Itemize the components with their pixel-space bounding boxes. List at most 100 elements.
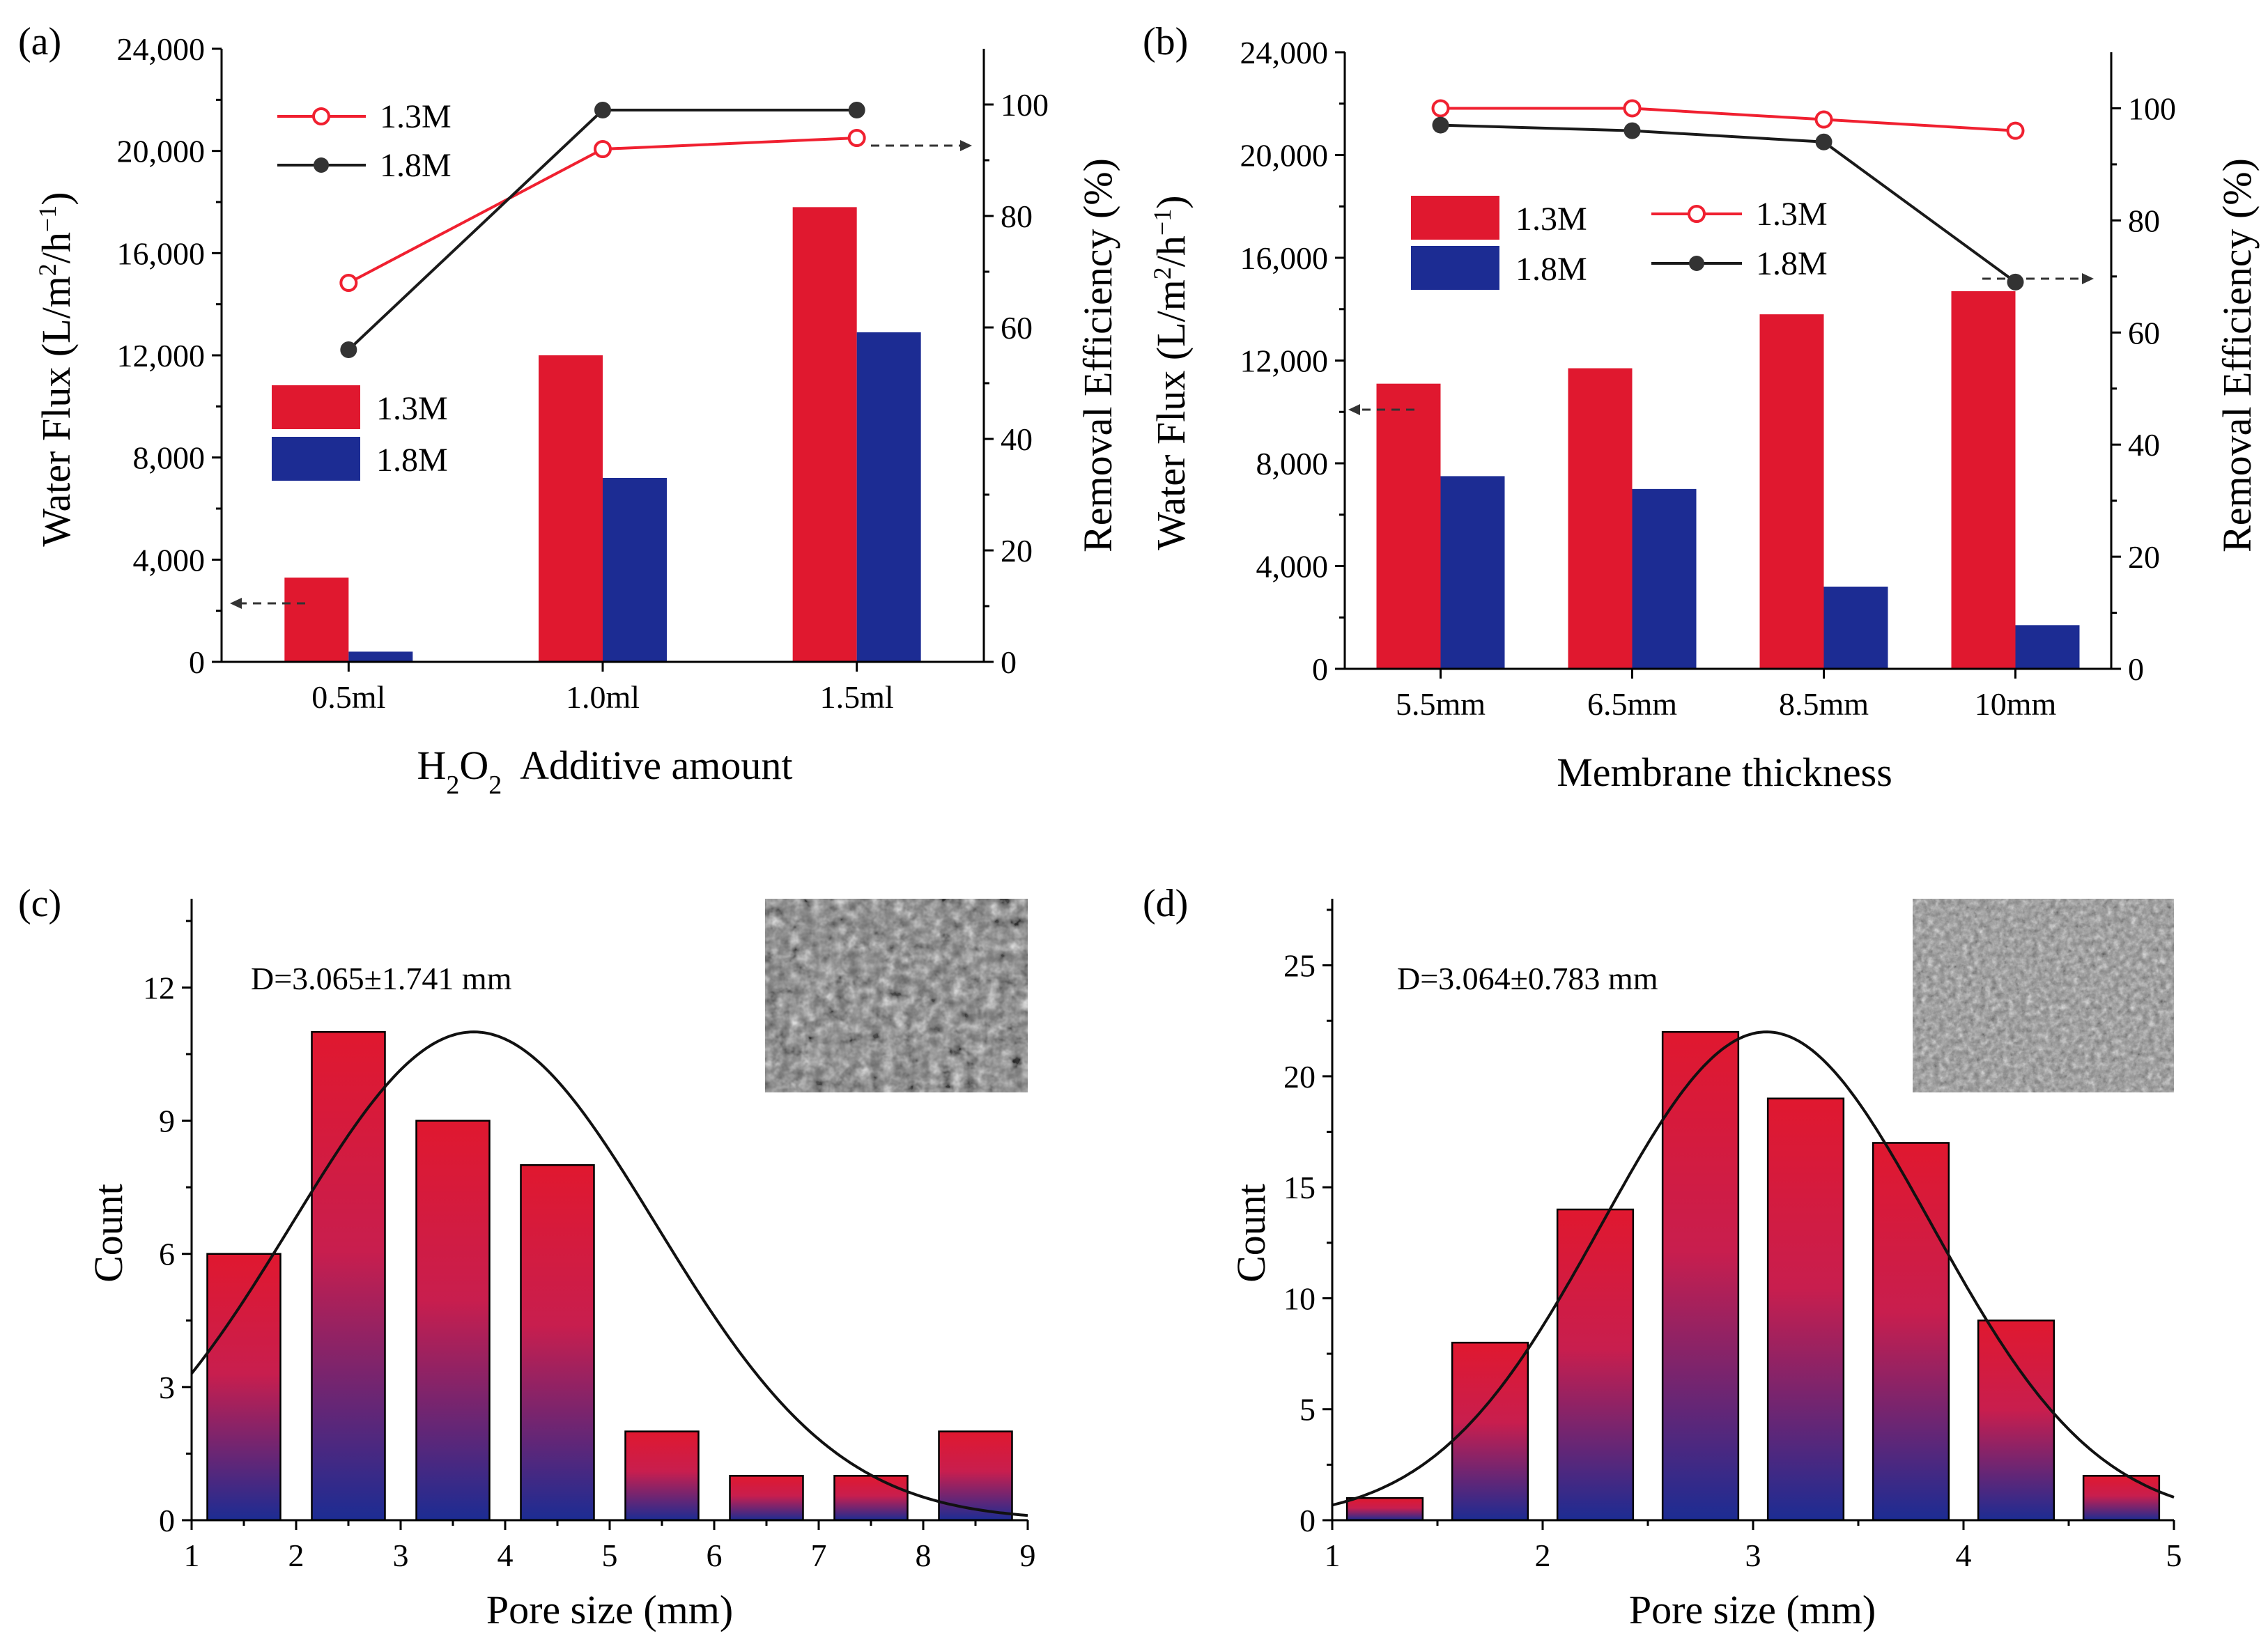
a-y2tick-label-3: 60 bbox=[1001, 310, 1033, 346]
a-bar-13m-2 bbox=[792, 207, 857, 662]
panel-label-b: (b) bbox=[1143, 20, 1188, 63]
b-xlabel: Membrane thickness bbox=[1557, 750, 1892, 795]
b-y2tick-label-5: 100 bbox=[2128, 91, 2176, 126]
a-y2tick-label-4: 80 bbox=[1001, 199, 1033, 234]
b-legend-swatch-1 bbox=[1411, 196, 1499, 240]
a-y2tick-label-5: 100 bbox=[1001, 87, 1049, 123]
c-hist-bar-0 bbox=[206, 1253, 281, 1522]
a-legend-line-label-2: 1.8M bbox=[380, 147, 452, 184]
a-xlabel: H2O2 Additive amount bbox=[417, 743, 792, 800]
b-ytick-label-3: 12,000 bbox=[1240, 343, 1329, 379]
d-ytick-label-2: 10 bbox=[1283, 1281, 1316, 1316]
d-annotation: D=3.064±0.783 mm bbox=[1397, 961, 1658, 996]
b-marker-red-3 bbox=[2006, 121, 2025, 140]
b-bar-13m-1 bbox=[1568, 368, 1633, 669]
b-marker-black-0 bbox=[1432, 116, 1449, 134]
c-hist-bar-7 bbox=[938, 1430, 1013, 1522]
b-bar-13m-3 bbox=[1951, 291, 2016, 669]
d-ytick-label-5: 25 bbox=[1283, 948, 1316, 984]
c-gaussian-curve bbox=[190, 1030, 1028, 1517]
b-marker-red-0 bbox=[1431, 99, 1450, 118]
c-ytick-label-1: 3 bbox=[159, 1370, 175, 1405]
c-xtick-label-1: 2 bbox=[288, 1538, 304, 1573]
a-ytick-label-3: 12,000 bbox=[117, 338, 206, 373]
b-bars bbox=[1376, 291, 2080, 669]
b-y2tick-label-2: 40 bbox=[2128, 427, 2160, 463]
c-ytick-label-4: 12 bbox=[143, 970, 175, 1005]
a-line-legend: 1.3M 1.8M bbox=[277, 98, 452, 184]
d-xtick-label-1: 2 bbox=[1535, 1538, 1551, 1573]
c-xlabel: Pore size (mm) bbox=[486, 1587, 733, 1632]
a-xtick-label-1: 1.0ml bbox=[566, 679, 640, 715]
c-ytick-label-2: 6 bbox=[159, 1237, 175, 1272]
a-bar-18m-2 bbox=[856, 332, 921, 662]
panel-label-a: (a) bbox=[18, 20, 61, 63]
c-xtick-label-4: 5 bbox=[602, 1538, 618, 1573]
a-bar-legend: 1.3M 1.8M bbox=[272, 385, 448, 481]
d-xtick-label-2: 3 bbox=[1745, 1538, 1761, 1573]
a-ytick-label-1: 4,000 bbox=[133, 542, 206, 578]
b-ylabel: Water Flux (L/m2/h−1) bbox=[1148, 195, 1194, 550]
a-legend-marker-2 bbox=[314, 157, 329, 173]
c-hist-bar-3 bbox=[520, 1164, 595, 1522]
c-inset-texture bbox=[765, 899, 1028, 1092]
a-ytick-label-6: 24,000 bbox=[117, 31, 206, 67]
c-ytick-label-3: 9 bbox=[159, 1104, 175, 1139]
b-bar-13m-0 bbox=[1376, 383, 1441, 669]
c-ylabel: Count bbox=[86, 1184, 131, 1283]
d-xlabel: Pore size (mm) bbox=[1629, 1587, 1876, 1632]
a-bar-18m-0 bbox=[348, 651, 413, 662]
a-axes: 0 4,000 8,000 12,000 16,000 20,000 24,000 0 20 40… bbox=[117, 31, 1049, 715]
b-marker-black-1 bbox=[1623, 122, 1641, 139]
b-line-red bbox=[1440, 107, 2016, 132]
b-bar-18m-0 bbox=[1440, 476, 1505, 669]
d-ytick-label-3: 15 bbox=[1283, 1170, 1316, 1205]
b-left-pointer-arrow bbox=[1348, 404, 1360, 415]
b-y2label: Removal Efficiency (%) bbox=[2214, 158, 2260, 552]
a-legend-swatch-2 bbox=[272, 437, 360, 481]
b-legend-line-label-1: 1.3M bbox=[1756, 196, 1828, 233]
b-legend-marker-1 bbox=[1688, 205, 1706, 223]
b-legend-marker-2 bbox=[1689, 256, 1704, 271]
b-ytick-label-0: 0 bbox=[1312, 651, 1328, 687]
panel-d: (d) 1 2 3 4 5 0 5 10 15 20 25 D=3.064±0.783 mm Cou… bbox=[1143, 882, 2182, 1632]
d-axes: 1 2 3 4 5 0 5 10 15 20 25 bbox=[1283, 899, 2182, 1573]
a-marker-red-0 bbox=[339, 274, 358, 292]
d-hist-bar-7 bbox=[2082, 1475, 2161, 1522]
a-ytick-label-4: 16,000 bbox=[117, 235, 206, 271]
c-ytick-label-0: 0 bbox=[159, 1503, 175, 1538]
b-y2tick-label-1: 20 bbox=[2128, 539, 2160, 575]
c-xtick-label-3: 4 bbox=[497, 1538, 514, 1573]
a-ytick-label-2: 8,000 bbox=[133, 440, 206, 476]
b-bar-legend: 1.3M 1.8M bbox=[1411, 196, 1587, 290]
b-lines bbox=[1431, 99, 2025, 291]
a-bar-13m-0 bbox=[284, 578, 349, 662]
b-bar-13m-2 bbox=[1759, 314, 1824, 669]
d-fit-curve bbox=[1332, 1030, 2175, 1507]
a-lines bbox=[339, 102, 866, 358]
d-xtick-label-0: 1 bbox=[1325, 1538, 1341, 1573]
a-marker-black-1 bbox=[594, 102, 611, 118]
a-y2tick-label-1: 20 bbox=[1001, 533, 1033, 569]
a-bar-18m-1 bbox=[603, 478, 667, 662]
b-bar-18m-2 bbox=[1823, 587, 1888, 669]
a-y2tick-label-0: 0 bbox=[1001, 644, 1017, 680]
b-y2tick-label-0: 0 bbox=[2128, 651, 2144, 687]
b-ytick-label-6: 24,000 bbox=[1240, 35, 1329, 70]
d-hist-bar-1 bbox=[1451, 1341, 1529, 1522]
a-xtick-label-2: 1.5ml bbox=[820, 679, 894, 715]
c-sem-inset bbox=[765, 899, 1028, 1092]
c-bars bbox=[206, 1030, 1013, 1522]
panel-b: (b) 04,0008,00012,00016,00020,00024,0000… bbox=[1143, 20, 2260, 795]
c-hist-bar-1 bbox=[311, 1030, 386, 1522]
b-legend-bar-label-1: 1.3M bbox=[1515, 201, 1587, 238]
a-legend-swatch-1 bbox=[272, 385, 360, 429]
a-legend-bar-label-2: 1.8M bbox=[376, 442, 448, 479]
c-xtick-label-6: 7 bbox=[811, 1538, 827, 1573]
b-marker-black-3 bbox=[2007, 273, 2024, 291]
a-ylabel: Water Flux (L/m2/h−1) bbox=[33, 192, 79, 546]
d-gaussian-curve bbox=[1332, 1030, 2175, 1507]
b-ytick-label-4: 16,000 bbox=[1240, 240, 1329, 276]
a-y2label: Removal Efficiency (%) bbox=[1075, 158, 1120, 552]
